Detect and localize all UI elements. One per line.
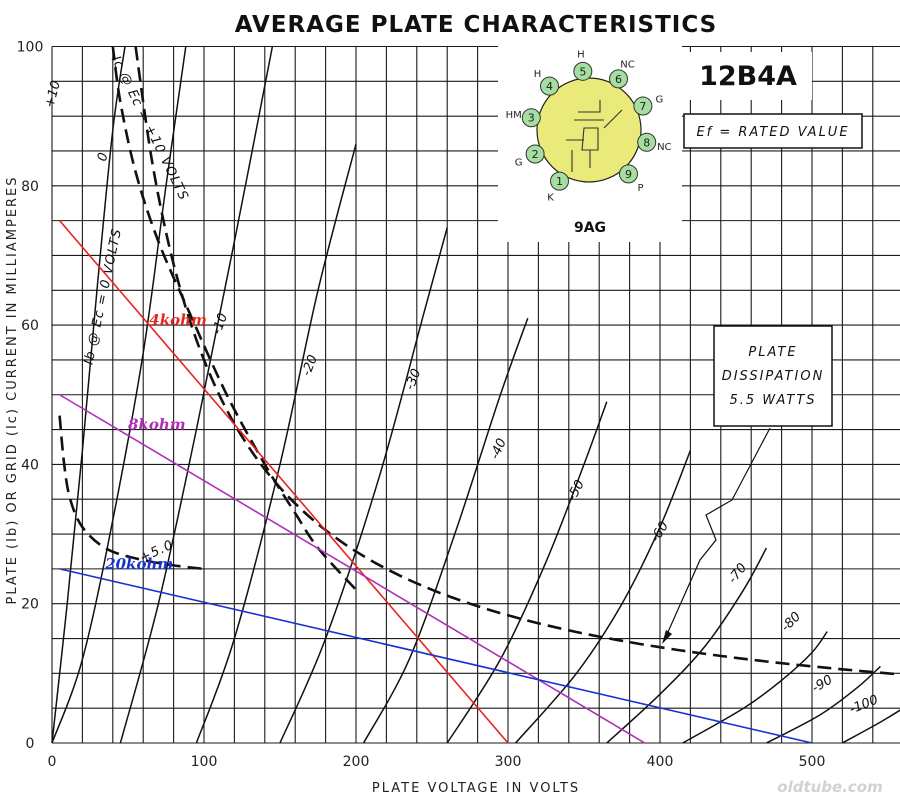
- dissipation-line-2: DISSIPATION: [722, 369, 825, 384]
- plate-curve: [279, 227, 448, 744]
- load-lines: 4kohm 8kohm 20kohm: [58, 220, 813, 744]
- dissipation-arrowhead: [662, 630, 672, 644]
- plate-curve: [195, 143, 357, 744]
- y-axis-label: PLATE (Ib) OR GRID (Ic) CURRENT IN MILLI…: [5, 175, 20, 604]
- curve-label: -10: [210, 311, 231, 336]
- dissipation-pointer: [667, 427, 771, 633]
- y-tick-label: 0: [26, 736, 35, 752]
- tube-pin: [521, 108, 541, 128]
- plate-curve: [515, 450, 692, 744]
- curve-label: -30: [403, 367, 425, 392]
- filament-box: [683, 113, 863, 149]
- curve-label: -80: [778, 609, 804, 635]
- pin-label: G: [515, 157, 523, 168]
- pin-label: P: [638, 183, 644, 194]
- curve-label: -40: [488, 436, 510, 461]
- filament-label: Ef = RATED VALUE: [696, 125, 849, 140]
- load-line-label: 20kohm: [104, 555, 173, 573]
- tube-name: 12B4A: [699, 61, 797, 92]
- pin-number: 7: [639, 100, 646, 113]
- load-line: [59, 568, 813, 744]
- tube-internal-wiring-icon: [566, 100, 623, 172]
- pin-label: H: [534, 69, 542, 80]
- tube-pin: [573, 61, 593, 81]
- watermark: oldtube.com: [777, 778, 882, 796]
- load-line: [58, 220, 509, 744]
- curve-label: +10: [42, 79, 64, 109]
- curve-label: -60: [648, 519, 672, 545]
- tube-pin: [633, 96, 653, 116]
- dissipation-curve: [134, 46, 896, 676]
- pin-label: H: [577, 49, 585, 60]
- y-tick-label: 60: [21, 318, 39, 334]
- pin-number: 3: [528, 112, 535, 125]
- plate-curve: [842, 709, 900, 744]
- plate-curve: [682, 631, 828, 744]
- pin-label: G: [655, 95, 663, 106]
- grid-current-label: Ic @ Ec = +10 VOLTS: [108, 54, 191, 203]
- pin-number: 9: [625, 168, 632, 181]
- pin-label: NC: [620, 59, 634, 70]
- chart-title: AVERAGE PLATE CHARACTERISTICS: [235, 12, 717, 38]
- grid-current-curve: [58, 415, 205, 571]
- dissipation-box: [713, 325, 833, 427]
- plate-current-label: Ib @ Ec = 0 VOLTS: [82, 227, 126, 366]
- plate-curve: [446, 401, 608, 744]
- plate-curve: [606, 547, 768, 744]
- y-tick-label: 80: [21, 179, 39, 195]
- pin-label: NC: [657, 142, 671, 153]
- y-tick-label: 40: [21, 457, 39, 473]
- pin-number: 8: [643, 136, 650, 149]
- load-line-label: 8kohm: [128, 416, 186, 434]
- x-tick-label: 500: [799, 754, 826, 770]
- x-tick-label: 300: [495, 754, 522, 770]
- plate-curve: [51, 46, 187, 744]
- load-line-label: 4kohm: [149, 311, 207, 329]
- tube-pin: [550, 171, 569, 191]
- tube-pin: [637, 132, 657, 152]
- pin-label: K: [547, 193, 554, 204]
- plate-curve: [766, 665, 881, 744]
- tube-pin: [618, 164, 638, 184]
- curve-label: -20: [299, 353, 321, 378]
- pin-number: 4: [546, 80, 553, 93]
- grid-current-curve: [111, 46, 357, 591]
- pin-number: 6: [615, 73, 622, 86]
- x-tick-label: 0: [48, 754, 57, 770]
- plate-curve: [119, 46, 274, 744]
- base-label: 9AG: [574, 220, 606, 236]
- load-line: [59, 394, 646, 744]
- curve-label: 0: [95, 151, 112, 163]
- pin-number: 1: [556, 175, 563, 188]
- curve-label: -100: [847, 692, 880, 717]
- x-tick-label: 400: [647, 754, 674, 770]
- pin-number: 5: [579, 65, 586, 78]
- pin-number: 2: [532, 148, 539, 161]
- curve-label: -90: [809, 672, 835, 696]
- tube-pin: [540, 76, 560, 96]
- y-tick-label: 100: [17, 40, 44, 56]
- pin-label: HM: [506, 110, 522, 121]
- plate-curve: [51, 46, 126, 744]
- tube-name-background: [682, 52, 812, 100]
- curve-label: -70: [725, 561, 750, 587]
- plate-curve: [362, 317, 529, 744]
- dissipation-line-1: PLATE: [748, 345, 797, 360]
- y-tick-label: 20: [21, 597, 39, 613]
- x-axis-label: PLATE VOLTAGE IN VOLTS: [372, 781, 580, 796]
- tube-pin: [525, 144, 545, 164]
- x-tick-label: 200: [343, 754, 370, 770]
- dissipation-line-3: 5.5 WATTS: [729, 393, 816, 408]
- tube-pin: [609, 69, 628, 89]
- x-tick-label: 100: [191, 754, 218, 770]
